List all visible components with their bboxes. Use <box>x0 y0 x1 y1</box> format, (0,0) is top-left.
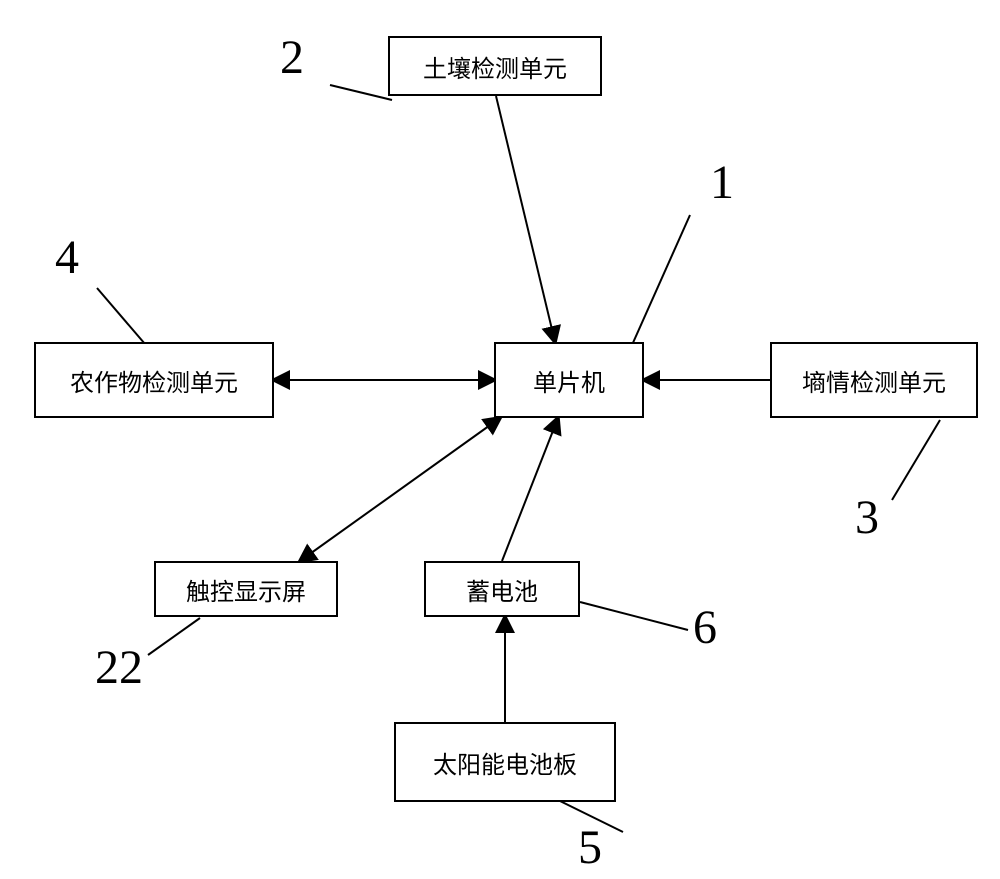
node-n6: 蓄电池 <box>424 561 580 617</box>
node-n22: 触控显示屏 <box>154 561 338 617</box>
node-label-n2: 土壤检测单元 <box>423 49 567 84</box>
node-n5: 太阳能电池板 <box>394 722 616 802</box>
node-n1: 单片机 <box>494 342 644 418</box>
node-label-n4: 农作物检测单元 <box>70 363 238 398</box>
num-label-n4: 4 <box>55 230 79 285</box>
num-label-n6: 6 <box>693 600 717 655</box>
node-n2: 土壤检测单元 <box>388 36 602 96</box>
node-label-n5: 太阳能电池板 <box>433 745 577 780</box>
num-label-n22: 22 <box>95 640 143 695</box>
node-n4: 农作物检测单元 <box>34 342 274 418</box>
num-label-n5: 5 <box>578 820 602 875</box>
edge-4 <box>502 418 558 561</box>
num-label-n3: 3 <box>855 490 879 545</box>
leader-n3 <box>892 420 940 500</box>
leader-n2 <box>330 85 392 100</box>
node-label-n1: 单片机 <box>533 363 605 398</box>
node-n3: 墒情检测单元 <box>770 342 978 418</box>
edge-0 <box>496 96 555 342</box>
num-label-n2: 2 <box>280 30 304 85</box>
leader-n6 <box>580 602 688 630</box>
leader-n22 <box>148 618 200 655</box>
node-label-n3: 墒情检测单元 <box>802 363 946 398</box>
leader-n1 <box>632 215 690 345</box>
leader-n4 <box>97 288 145 344</box>
edge-3 <box>300 418 500 561</box>
node-label-n22: 触控显示屏 <box>186 572 306 607</box>
num-label-n1: 1 <box>710 155 734 210</box>
node-label-n6: 蓄电池 <box>466 572 538 607</box>
